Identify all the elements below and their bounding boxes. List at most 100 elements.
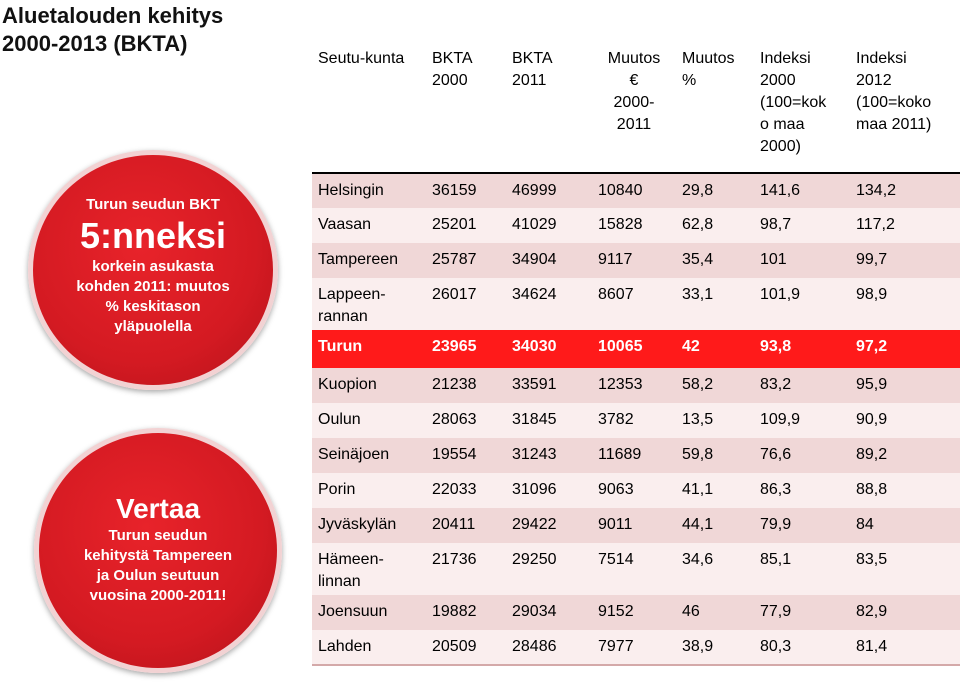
header-bkta-2000: BKTA 2000	[432, 50, 473, 89]
badge2-line2: Turun seudun	[108, 526, 208, 544]
cell-value: 8607	[598, 286, 634, 303]
title-line-2: 2000-2013 (BKTA)	[2, 31, 188, 56]
title-line-1: Aluetalouden kehitys	[2, 3, 224, 28]
cell-value: 84	[856, 516, 874, 533]
table-row: Kuopion 21238 33591 12353 58,2 83,2 95,9	[312, 368, 960, 403]
cell-value: 88,8	[856, 481, 888, 498]
header-change-pct: Muutos%	[682, 50, 735, 89]
cell-region: Helsingin	[318, 182, 384, 199]
cell-value: 9011	[598, 516, 633, 533]
header-change-eur: Muutos €2000- 2011	[607, 50, 661, 133]
cell-value: 7977	[598, 638, 634, 655]
cell-value: 81,4	[856, 638, 888, 655]
cell-value: 58,2	[682, 376, 714, 393]
cell-value: 90,9	[856, 411, 888, 428]
cell-value: 25201	[432, 216, 477, 233]
cell-value: 98,7	[760, 216, 792, 233]
cell-value: 28063	[432, 411, 477, 428]
cell-region: Tampereen	[318, 251, 399, 268]
cell-value: 9063	[598, 481, 634, 498]
badge1-line5: % keskitason	[105, 298, 201, 315]
cell-value: 34030	[512, 338, 557, 355]
cell-value: 46	[682, 603, 700, 620]
cell-value: 79,9	[760, 516, 792, 533]
badge2-line3: kehitystä Tampereen	[83, 546, 233, 564]
cell-value: 34,6	[682, 551, 714, 568]
table-row: Vaasan 25201 41029 15828 62,8 98,7 117,2	[312, 208, 960, 243]
cell-value: 9152	[598, 603, 634, 620]
cell-region: Jyväskylän	[318, 516, 397, 533]
cell-value: 93,8	[760, 338, 792, 355]
cell-value: 31845	[512, 411, 557, 428]
table-row: Seinäjoen 19554 31243 11689 59,8 76,6 89…	[312, 438, 960, 473]
cell-value: 46999	[512, 182, 557, 199]
table-row: Helsingin 36159 46999 10840 29,8 141,6 1…	[312, 173, 960, 208]
cell-value: 33591	[512, 376, 557, 393]
cell-region: Oulun	[318, 411, 361, 428]
badge1-line1: Turun seudun BKT	[86, 196, 220, 213]
cell-value: 20509	[432, 638, 477, 655]
cell-value: 7514	[598, 551, 634, 568]
cell-value: 33,1	[682, 286, 714, 303]
cell-region: Hämeen-linnan	[318, 551, 384, 590]
cell-value: 83,5	[856, 551, 888, 568]
table-row: Lappeen-rannan 26017 34624 8607 33,1 101…	[312, 278, 960, 330]
badge-turku-gdp: Turun seudun BKT 5:nneksi korkein asukas…	[28, 150, 278, 390]
gdp-table: Seutu-kunta BKTA 2000 BKTA 2011 Muutos €200…	[312, 44, 960, 666]
header-index-2012: Indeksi 2012 (100=koko maa 2011)	[856, 50, 932, 133]
cell-value: 97,2	[856, 338, 888, 355]
cell-value: 22033	[432, 481, 477, 498]
cell-value: 9117	[598, 251, 633, 268]
cell-value: 41029	[512, 216, 557, 233]
cell-value: 35,4	[682, 251, 714, 268]
cell-value: 10840	[598, 182, 643, 199]
cell-value: 83,2	[760, 376, 792, 393]
cell-value: 99,7	[856, 251, 888, 268]
cell-value: 31243	[512, 446, 557, 463]
cell-value: 101	[760, 251, 787, 268]
cell-value: 31096	[512, 481, 557, 498]
badge2-big: Vertaa	[115, 492, 201, 524]
cell-value: 28486	[512, 638, 557, 655]
cell-value: 59,8	[682, 446, 714, 463]
cell-value: 19882	[432, 603, 477, 620]
cell-value: 29,8	[682, 182, 714, 199]
cell-value: 15828	[598, 216, 643, 233]
cell-region: Lahden	[318, 638, 372, 655]
cell-value: 12353	[598, 376, 643, 393]
cell-value: 117,2	[856, 216, 895, 233]
cell-value: 10065	[598, 338, 643, 355]
cell-value: 34904	[512, 251, 557, 268]
badge2-line5: vuosina 2000-2011!	[89, 586, 227, 604]
cell-region: Lappeen-rannan	[318, 286, 386, 325]
cell-value: 141,6	[760, 182, 801, 199]
cell-value: 38,9	[682, 638, 714, 655]
cell-value: 21238	[432, 376, 477, 393]
cell-region: Turun	[318, 338, 363, 355]
table-row: Lahden 20509 28486 7977 38,9 80,3 81,4	[312, 630, 960, 665]
table-row: Tampereen 25787 34904 9117 35,4 101 99,7	[312, 243, 960, 278]
cell-value: 42	[682, 338, 700, 355]
header-index-2000: Indeksi 2000 (100=kok o maa 2000)	[760, 50, 827, 155]
cell-value: 29250	[512, 551, 557, 568]
cell-value: 85,1	[760, 551, 792, 568]
cell-value: 41,1	[682, 481, 714, 498]
cell-value: 29034	[512, 603, 557, 620]
cell-value: 34624	[512, 286, 557, 303]
page-title: Aluetalouden kehitys 2000-2013 (BKTA)	[2, 2, 302, 58]
table-row-highlight: Turun 23965 34030 10065 42 93,8 97,2	[312, 330, 960, 368]
cell-region: Seinäjoen	[318, 446, 390, 463]
cell-value: 11689	[598, 446, 642, 463]
cell-value: 19554	[432, 446, 477, 463]
cell-value: 3782	[598, 411, 634, 428]
cell-value: 20411	[432, 516, 476, 533]
table-row: Porin 22033 31096 9063 41,1 86,3 88,8	[312, 473, 960, 508]
cell-value: 23965	[432, 338, 477, 355]
cell-value: 109,9	[760, 411, 801, 428]
cell-value: 36159	[432, 182, 477, 199]
table-header-row: Seutu-kunta BKTA 2000 BKTA 2011 Muutos €200…	[312, 44, 960, 173]
cell-region: Porin	[318, 481, 356, 498]
cell-value: 44,1	[682, 516, 714, 533]
cell-value: 98,9	[856, 286, 888, 303]
badge1-line6: yläpuolella	[114, 318, 192, 335]
